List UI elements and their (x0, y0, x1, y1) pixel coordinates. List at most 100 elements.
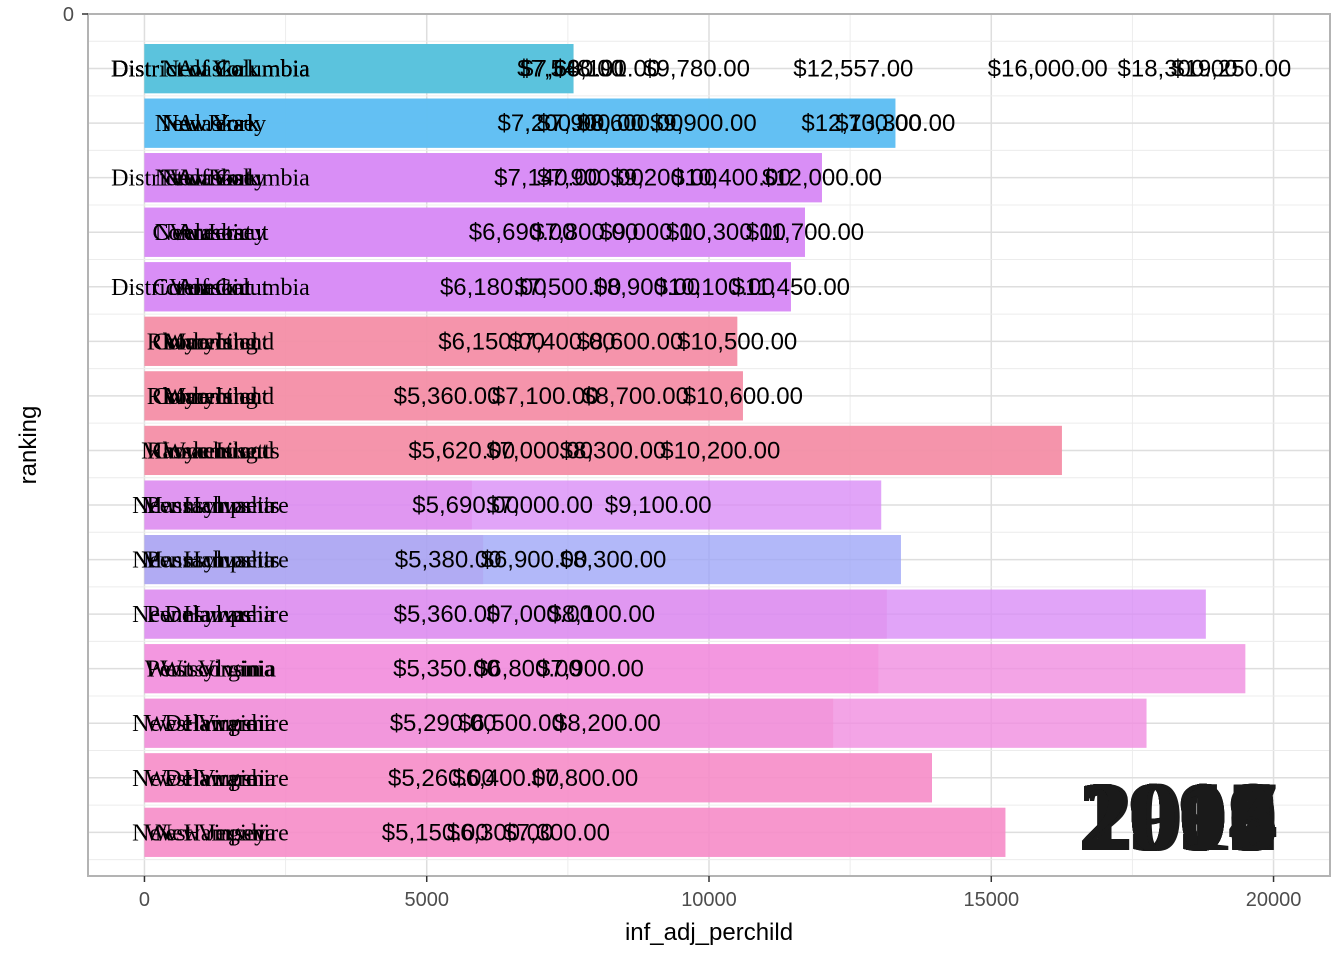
value-label: $10,100.00 (655, 274, 775, 301)
state-label: West Virginia (145, 657, 276, 683)
bar (144, 807, 1006, 857)
y-axis-ticks: 0 (63, 4, 88, 26)
bar (144, 589, 1206, 639)
state-label: Rhode Island (147, 438, 274, 464)
x-tick-label: 20000 (1246, 889, 1302, 911)
value-label: $10,300.00 (666, 219, 786, 246)
state-label: District of Columbia (111, 57, 310, 83)
state-label: New Hampshire (132, 493, 289, 519)
value-label: $9,100.00 (605, 492, 712, 519)
state-label: New Jersey (155, 220, 266, 246)
value-label: $7,140.00 (494, 165, 601, 192)
value-label: $8,300.00 (560, 437, 667, 464)
bar (144, 371, 743, 421)
value-label: $7,200.00 (498, 110, 605, 137)
state-label: District of Columbia (111, 275, 310, 301)
value-label: $7,900.00 (537, 656, 644, 683)
bar (144, 98, 896, 148)
state-label: Alaska (177, 166, 244, 192)
bar (144, 535, 901, 585)
state-label: New Hampshire (132, 711, 289, 737)
value-label: $11,700.00 (746, 219, 864, 246)
state-label: New Hampshire (132, 548, 289, 574)
state-label: Pennsylvania (146, 493, 274, 519)
year-label: 2010 (1078, 761, 1278, 872)
state-label: Delaware (164, 602, 256, 628)
year-label: 2016 (1078, 761, 1278, 872)
value-label: $8,600.00 (577, 328, 684, 355)
value-label: $18,300.00 (1118, 56, 1238, 83)
state-label: Vermont (169, 275, 252, 301)
bar (144, 153, 822, 203)
state-label: Alaska (177, 57, 244, 83)
state-label: West Virginia (145, 711, 276, 737)
value-label: $5,350.00 (393, 656, 500, 683)
state-label: Pennsylvania (146, 548, 274, 574)
x-tick-label: 10000 (681, 889, 737, 911)
x-axis-ticks: 0 5000 10000 15000 20000 (139, 876, 1301, 911)
value-label: $5,690.00 (412, 492, 519, 519)
value-label: $7,800.00 (531, 219, 638, 246)
value-label: $5,360.00 (394, 383, 501, 410)
value-label: $8,700.00 (582, 383, 689, 410)
state-label: Vermont (169, 166, 252, 192)
value-label: $5,620.00 (408, 437, 515, 464)
value-label: $7,000.00 (486, 437, 593, 464)
value-label: $7,500.00 (514, 274, 621, 301)
value-label: $12,700.00 (801, 110, 921, 137)
bar (144, 425, 1062, 476)
value-label: $6,900.00 (481, 547, 588, 574)
state-label: New York (162, 111, 259, 137)
state-label: Maryland (164, 384, 257, 410)
year-label: 2014 (1078, 761, 1278, 872)
bar (144, 753, 932, 803)
state-label: Alaska (177, 275, 244, 301)
state-label: Alaska (177, 220, 244, 246)
value-label: $8,600.00 (577, 110, 684, 137)
value-label: $9,900.00 (650, 110, 757, 137)
value-label: $7,900.00 (537, 165, 644, 192)
state-label: New Hampshire (132, 820, 289, 846)
value-label: $12,000.00 (762, 165, 882, 192)
bar (144, 207, 805, 257)
value-label: $8,100.00 (548, 601, 655, 628)
state-label: Pennsylvania (146, 602, 274, 628)
state-label: Massachusetts (141, 493, 280, 519)
year-label: 2012 (1078, 761, 1278, 872)
y-tick-label: 0 (63, 4, 74, 26)
state-label: District of Columbia (111, 57, 310, 83)
state-label: Connecticut (152, 438, 268, 464)
year-label: 2013 (1078, 761, 1278, 872)
state-label: New Hampshire (132, 602, 289, 628)
state-label: Wyoming (163, 438, 258, 464)
year-label: 2011 (1084, 761, 1278, 872)
value-label: $8,900.00 (594, 274, 701, 301)
year-label: 2001 (1078, 761, 1278, 872)
year-label: 2004 (1078, 761, 1278, 872)
year-label: 2015 (1078, 761, 1278, 872)
value-label: $19,250.00 (1171, 56, 1291, 83)
value-label: $16,000.00 (988, 56, 1108, 83)
year-labels: 1997199819992000200120022003200420052006… (1078, 761, 1278, 872)
state-label: District of Columbia (111, 57, 310, 83)
state-label: Connecticut (152, 329, 268, 355)
state-label: New York (162, 57, 259, 83)
value-label: $5,290.00 (390, 710, 497, 737)
value-label: $5,260.00 (388, 765, 495, 792)
x-tick-label: 0 (139, 889, 150, 911)
value-label: $6,300.00 (447, 819, 554, 846)
value-label: $10,400.00 (672, 165, 792, 192)
state-label: Pennsylvania (146, 657, 274, 683)
year-label: 2008 (1078, 761, 1278, 872)
value-label: $11,450.00 (732, 274, 850, 301)
value-label: $7,000.00 (486, 492, 593, 519)
year-label: 1997 (1078, 761, 1278, 872)
value-label: $5,380.00 (395, 547, 502, 574)
year-label: 2005 (1078, 761, 1278, 872)
state-label: New Jersey (155, 820, 266, 846)
value-label: $7,100.00 (492, 383, 599, 410)
state-label: Rhode Island (147, 384, 274, 410)
year-label: 2003 (1078, 761, 1278, 872)
